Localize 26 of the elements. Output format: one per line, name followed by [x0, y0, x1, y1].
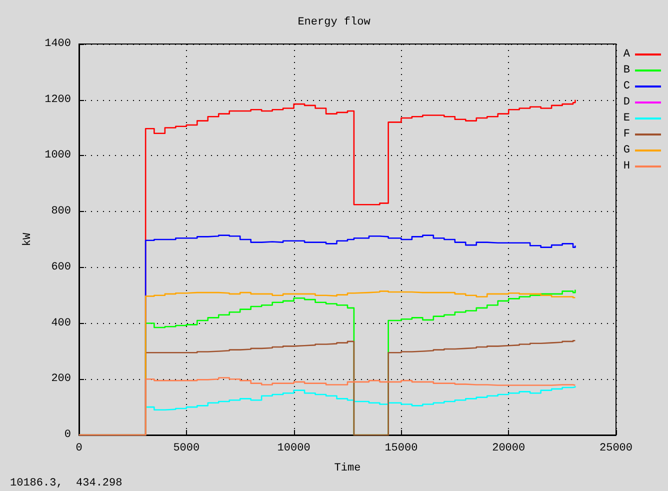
x-tick-label: 20000	[492, 442, 526, 454]
x-tick-label: 15000	[384, 442, 418, 454]
x-tick-label: 5000	[173, 442, 200, 454]
y-tick-label: 800	[51, 206, 71, 218]
y-tick-label: 1000	[44, 150, 71, 162]
legend-label: D	[623, 96, 630, 108]
legend-label: G	[623, 144, 630, 156]
y-tick-label: 1200	[44, 94, 71, 106]
x-axis-title: Time	[334, 462, 361, 474]
x-tick-label: 25000	[599, 442, 633, 454]
y-axis-title: kW	[22, 232, 34, 246]
legend-label: A	[623, 48, 630, 60]
chart-title: Energy flow	[298, 16, 371, 28]
text: 10186.3, 434.298	[10, 478, 122, 490]
legend-label: H	[623, 160, 630, 172]
x-tick-label: 0	[76, 442, 82, 454]
y-tick-label: 0	[64, 429, 71, 441]
y-tick-label: 600	[51, 261, 71, 274]
x-tick-label: 10000	[277, 442, 310, 454]
y-tick-label: 1400	[44, 38, 71, 50]
legend-label: F	[623, 128, 630, 140]
legend-label: B	[623, 64, 630, 76]
legend-label: E	[623, 112, 630, 124]
y-tick-label: 200	[51, 373, 71, 386]
y-tick-label: 400	[51, 317, 71, 330]
legend-label: C	[623, 80, 630, 92]
